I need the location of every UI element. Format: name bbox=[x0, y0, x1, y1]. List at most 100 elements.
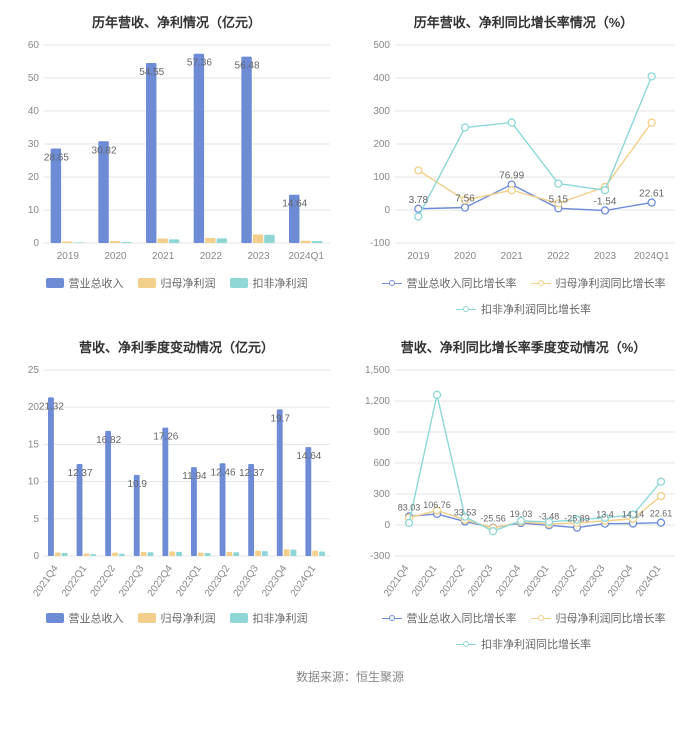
legend-label: 归母净利润 bbox=[161, 275, 216, 291]
svg-text:54.55: 54.55 bbox=[139, 67, 164, 78]
svg-text:2024Q1: 2024Q1 bbox=[634, 563, 664, 599]
svg-text:2022Q1: 2022Q1 bbox=[60, 563, 90, 599]
legend-item: 扣非净利润同比增长率 bbox=[456, 301, 591, 317]
svg-text:2022Q3: 2022Q3 bbox=[117, 563, 147, 599]
svg-text:28.65: 28.65 bbox=[44, 152, 69, 163]
chart1-legend: 营业总收入 归母净利润扣非净利润 bbox=[8, 275, 345, 291]
svg-text:14.14: 14.14 bbox=[622, 510, 645, 520]
chart-grid: 历年营收、净利情况（亿元） 010203040506028.65201930.8… bbox=[8, 12, 692, 652]
svg-text:2023Q1: 2023Q1 bbox=[174, 563, 204, 599]
svg-text:100: 100 bbox=[373, 172, 390, 183]
svg-text:0: 0 bbox=[33, 238, 39, 249]
svg-text:10.9: 10.9 bbox=[128, 479, 148, 490]
svg-text:0: 0 bbox=[384, 205, 390, 216]
svg-text:22.61: 22.61 bbox=[650, 509, 673, 519]
svg-text:2022Q1: 2022Q1 bbox=[410, 563, 440, 599]
legend-item: 扣非净利润 bbox=[230, 610, 308, 626]
svg-text:2023Q1: 2023Q1 bbox=[522, 563, 552, 599]
chart1-title: 历年营收、净利情况（亿元） bbox=[8, 12, 345, 31]
legend-item: 扣非净利润同比增长率 bbox=[456, 636, 591, 652]
svg-text:500: 500 bbox=[373, 40, 390, 51]
svg-text:2024Q1: 2024Q1 bbox=[634, 251, 670, 262]
data-source: 数据来源：恒生聚源 bbox=[8, 668, 692, 685]
svg-text:20: 20 bbox=[28, 402, 40, 413]
legend-item: 归母净利润同比增长率 bbox=[531, 610, 666, 626]
legend-label: 归母净利润同比增长率 bbox=[556, 610, 666, 626]
legend-label: 归母净利润同比增长率 bbox=[556, 275, 666, 291]
svg-text:200: 200 bbox=[373, 139, 390, 150]
svg-text:56.48: 56.48 bbox=[235, 61, 260, 72]
panel-annual-growth: 历年营收、净利同比增长率情况（%） -10001002003004005003.… bbox=[355, 12, 692, 327]
chart1-plot: 010203040506028.65201930.82202054.552021… bbox=[8, 39, 345, 269]
svg-text:19.03: 19.03 bbox=[510, 509, 533, 519]
svg-text:2024Q1: 2024Q1 bbox=[289, 563, 319, 599]
chart4-plot: -30003006009001,2001,50083.03106.7633.53… bbox=[355, 364, 692, 604]
svg-text:-25.56: -25.56 bbox=[480, 514, 506, 524]
svg-text:33.53: 33.53 bbox=[454, 508, 477, 518]
svg-text:22.61: 22.61 bbox=[639, 189, 664, 200]
legend-label: 扣非净利润同比增长率 bbox=[481, 636, 591, 652]
legend-swatch-icon bbox=[46, 613, 64, 623]
svg-text:19.7: 19.7 bbox=[271, 413, 291, 424]
legend-item: 营业总收入 bbox=[46, 275, 124, 291]
svg-text:83.03: 83.03 bbox=[398, 502, 421, 512]
legend-swatch-icon bbox=[230, 278, 248, 288]
svg-text:13.4: 13.4 bbox=[596, 510, 614, 520]
svg-text:5: 5 bbox=[33, 514, 39, 525]
svg-text:60: 60 bbox=[28, 40, 40, 51]
svg-text:0: 0 bbox=[384, 520, 390, 531]
svg-text:2022Q2: 2022Q2 bbox=[89, 563, 119, 599]
svg-text:30: 30 bbox=[28, 139, 40, 150]
legend-marker-icon bbox=[382, 279, 402, 287]
svg-text:0: 0 bbox=[33, 551, 39, 562]
legend-swatch-icon bbox=[138, 613, 156, 623]
svg-text:21.32: 21.32 bbox=[39, 401, 64, 412]
svg-text:16.82: 16.82 bbox=[96, 435, 121, 446]
svg-text:12.37: 12.37 bbox=[239, 468, 264, 479]
chart2-title: 历年营收、净利同比增长率情况（%） bbox=[355, 12, 692, 31]
svg-text:2023Q3: 2023Q3 bbox=[578, 563, 608, 599]
svg-text:2021Q4: 2021Q4 bbox=[382, 563, 412, 599]
legend-label: 归母净利润 bbox=[161, 610, 216, 626]
svg-text:2023: 2023 bbox=[594, 251, 617, 262]
legend-swatch-icon bbox=[138, 278, 156, 288]
svg-text:-100: -100 bbox=[370, 238, 390, 249]
legend-item: 归母净利润 bbox=[138, 275, 216, 291]
legend-item: 营业总收入 bbox=[46, 610, 124, 626]
svg-text:400: 400 bbox=[373, 73, 390, 84]
svg-text:106.76: 106.76 bbox=[423, 500, 451, 510]
svg-text:2022: 2022 bbox=[200, 251, 223, 262]
chart4-legend: 营业总收入同比增长率归母净利润同比增长率扣非净利润同比增长率 bbox=[355, 610, 692, 652]
legend-marker-icon bbox=[456, 640, 476, 648]
svg-text:10: 10 bbox=[28, 477, 40, 488]
svg-text:2020: 2020 bbox=[454, 251, 477, 262]
svg-text:3.78: 3.78 bbox=[409, 195, 429, 206]
svg-text:2023Q4: 2023Q4 bbox=[260, 563, 290, 599]
svg-text:2024Q1: 2024Q1 bbox=[288, 251, 324, 262]
svg-text:14.64: 14.64 bbox=[296, 451, 321, 462]
svg-text:2019: 2019 bbox=[407, 251, 430, 262]
svg-text:2022: 2022 bbox=[547, 251, 570, 262]
svg-text:2023Q4: 2023Q4 bbox=[606, 563, 636, 599]
svg-text:17.26: 17.26 bbox=[153, 432, 178, 443]
svg-text:20: 20 bbox=[28, 172, 40, 183]
legend-marker-icon bbox=[382, 614, 402, 622]
svg-text:5.15: 5.15 bbox=[549, 194, 569, 205]
legend-label: 营业总收入 bbox=[69, 275, 124, 291]
svg-text:11.94: 11.94 bbox=[182, 471, 207, 482]
svg-text:-3.48: -3.48 bbox=[539, 511, 560, 521]
legend-item: 扣非净利润 bbox=[230, 275, 308, 291]
legend-item: 归母净利润 bbox=[138, 610, 216, 626]
legend-marker-icon bbox=[456, 305, 476, 313]
svg-text:1,500: 1,500 bbox=[365, 365, 390, 376]
svg-text:2022Q4: 2022Q4 bbox=[494, 563, 524, 599]
chart4-title: 营收、净利同比增长率季度变动情况（%） bbox=[355, 337, 692, 356]
svg-text:7.56: 7.56 bbox=[455, 194, 475, 205]
svg-text:50: 50 bbox=[28, 73, 40, 84]
svg-text:40: 40 bbox=[28, 106, 40, 117]
svg-text:2019: 2019 bbox=[57, 251, 80, 262]
chart3-title: 营收、净利季度变动情况（亿元） bbox=[8, 337, 345, 356]
legend-swatch-icon bbox=[230, 613, 248, 623]
svg-text:2020: 2020 bbox=[104, 251, 127, 262]
legend-marker-icon bbox=[531, 279, 551, 287]
